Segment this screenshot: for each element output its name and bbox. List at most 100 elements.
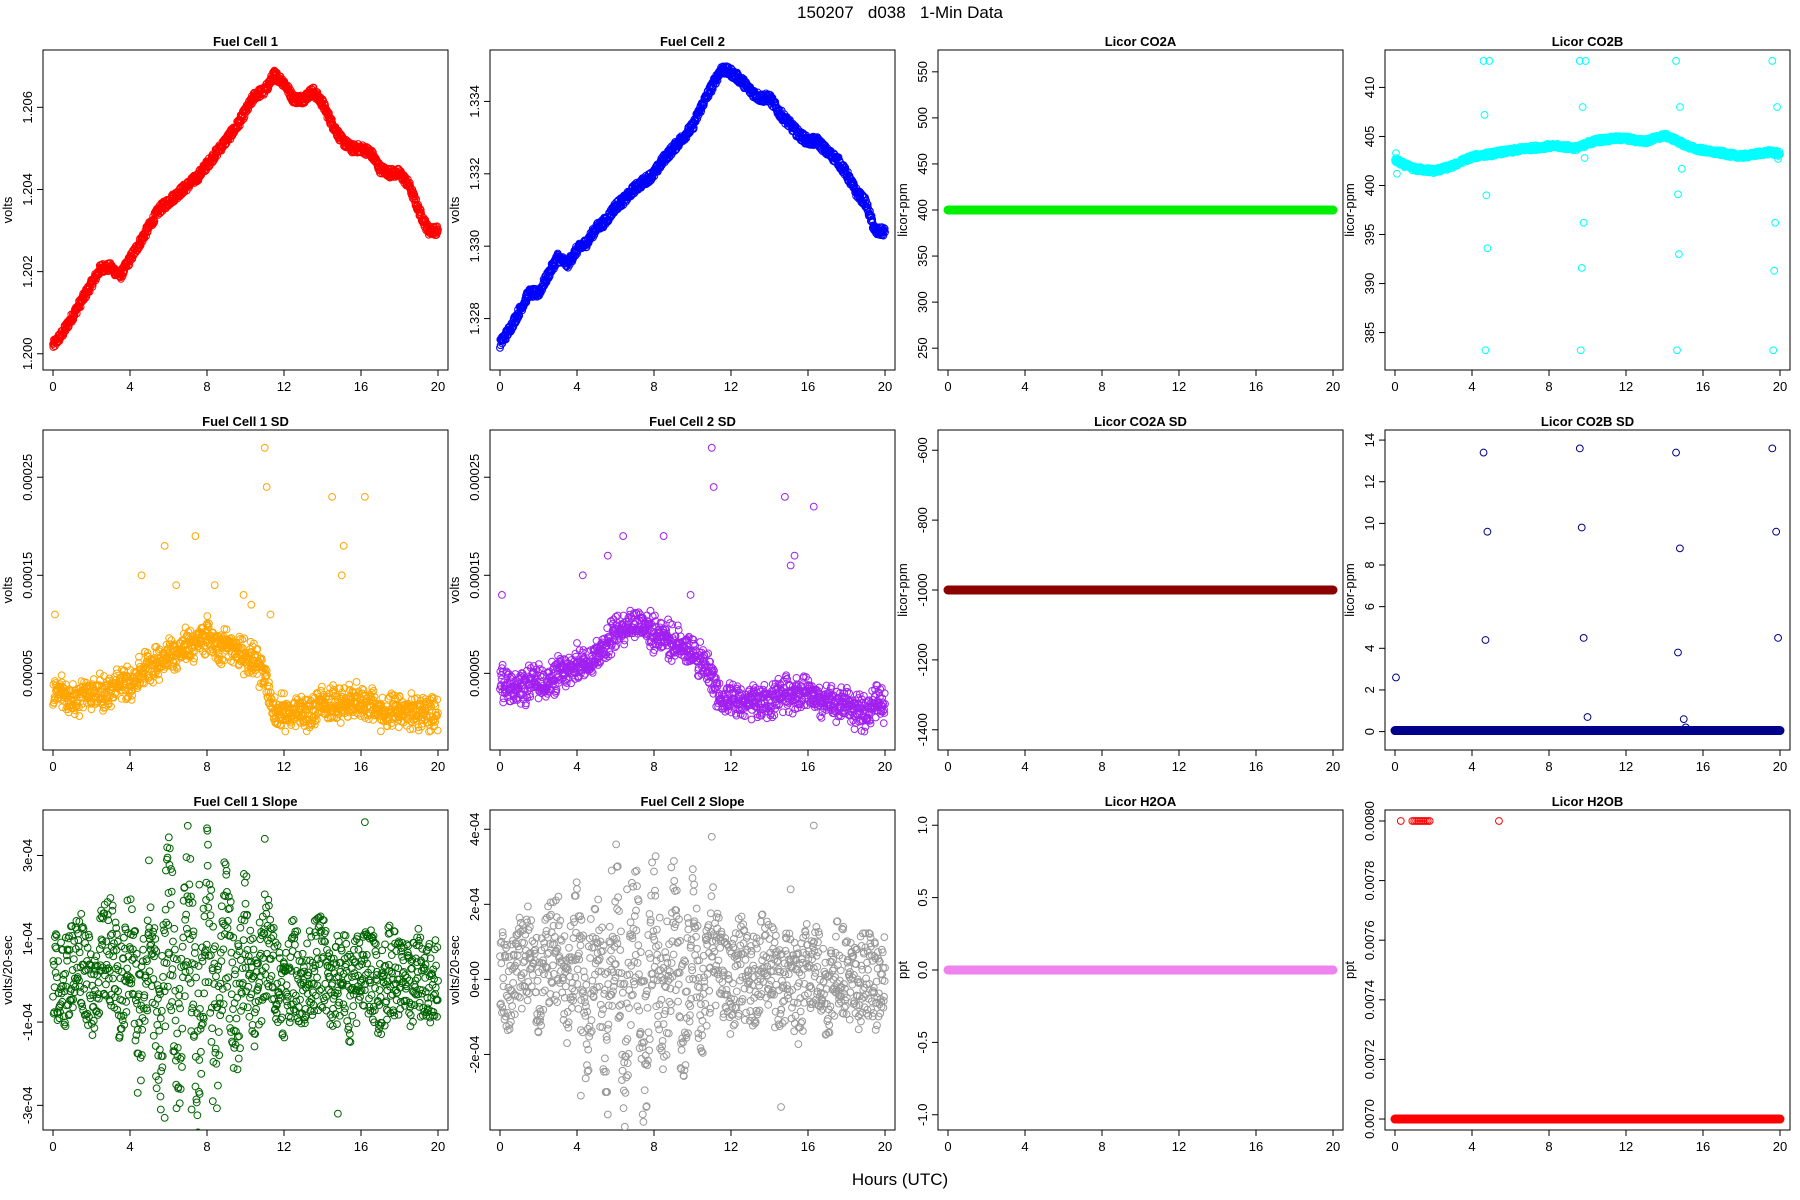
data-point [338, 688, 346, 697]
data-point [238, 635, 247, 644]
plot-frame [42, 49, 449, 371]
data-point [264, 688, 273, 697]
x-tick-label: 4 [126, 759, 133, 774]
data-point [1392, 149, 1400, 158]
data-point [257, 656, 266, 664]
data-point [1479, 57, 1488, 65]
panel-title: Fuel Cell 1 SD [202, 414, 289, 429]
data-point [1773, 103, 1782, 111]
data-point [266, 610, 275, 619]
data-point [217, 660, 226, 669]
data-point [522, 298, 531, 307]
data-point [328, 492, 337, 501]
data-point [573, 249, 581, 258]
data-point [317, 682, 326, 691]
data-point [393, 694, 402, 703]
data-point [172, 581, 181, 589]
data-points [1391, 57, 1784, 355]
data-point [123, 694, 132, 703]
data-point [423, 703, 432, 712]
x-tick-label: 16 [1249, 379, 1263, 394]
x-tick-label: 0 [496, 379, 503, 394]
x-tick-label: 4 [1021, 379, 1028, 394]
data-point [338, 692, 347, 701]
y-tick-label: 1.200 [20, 338, 35, 371]
data-point [370, 692, 379, 701]
data-point [364, 715, 373, 724]
y-tick-label: 0.00015 [20, 552, 35, 599]
y-tick-label: 1.334 [467, 85, 482, 118]
data-point [201, 650, 210, 658]
x-tick-label: 8 [1098, 379, 1105, 394]
x-tick-label: 16 [354, 379, 368, 394]
data-point [88, 282, 97, 291]
data-point [69, 315, 78, 324]
data-point [222, 625, 231, 634]
y-tick-label: 405 [1362, 126, 1377, 148]
data-point [235, 121, 244, 130]
data-point [1771, 218, 1780, 227]
data-point [416, 700, 425, 709]
x-tick-label: 0 [49, 759, 56, 774]
x-tick-label: 16 [801, 759, 815, 774]
plot-frame [489, 49, 896, 371]
data-point [83, 698, 91, 707]
panel-title: Fuel Cell 2 SD [649, 414, 736, 429]
data-point [205, 619, 213, 628]
data-point [841, 163, 850, 172]
data-point [140, 662, 149, 671]
y-tick-label: 410 [1362, 77, 1377, 99]
data-point [214, 649, 223, 657]
data-point [1580, 154, 1589, 162]
data-point [109, 693, 118, 702]
panel-title: Fuel Cell 1 [213, 34, 278, 49]
plot-frame [42, 429, 449, 751]
data-point [330, 713, 339, 721]
data-points [49, 66, 442, 351]
data-point [416, 206, 425, 214]
data-point [358, 685, 367, 693]
y-axis-label: volts [0, 576, 15, 603]
data-point [434, 225, 442, 234]
data-point [378, 693, 387, 702]
data-point [1480, 110, 1489, 119]
data-point [1576, 346, 1585, 355]
data-point [239, 591, 248, 599]
data-point [1675, 250, 1683, 259]
data-point [1768, 57, 1777, 65]
x-tick-label: 20 [431, 379, 445, 394]
data-point [162, 640, 171, 649]
x-tick-label: 8 [1545, 379, 1552, 394]
data-point [186, 626, 195, 635]
data-point [1485, 57, 1494, 65]
data-point [210, 581, 219, 589]
y-axis-label: licor-ppm [895, 183, 910, 236]
data-point [263, 671, 271, 680]
data-point [1482, 191, 1491, 200]
y-axis-label: licor-ppm [1342, 183, 1357, 236]
data-point [255, 683, 264, 691]
data-point [122, 695, 131, 704]
data-point [434, 708, 442, 717]
x-tick-label: 8 [650, 759, 657, 774]
data-point [276, 720, 285, 729]
data-point [1673, 346, 1681, 355]
x-tick-label: 20 [431, 759, 445, 774]
data-point [127, 695, 136, 704]
data-point [866, 211, 875, 220]
x-tick-label: 0 [496, 759, 503, 774]
data-point [368, 146, 376, 155]
data-point [234, 123, 243, 132]
data-point [136, 241, 145, 250]
data-point [184, 627, 193, 636]
data-point [277, 721, 286, 730]
x-tick-label: 12 [277, 379, 291, 394]
data-point [155, 676, 164, 684]
x-tick-label: 0 [1391, 379, 1398, 394]
data-point [1575, 57, 1584, 65]
data-point [137, 571, 146, 580]
